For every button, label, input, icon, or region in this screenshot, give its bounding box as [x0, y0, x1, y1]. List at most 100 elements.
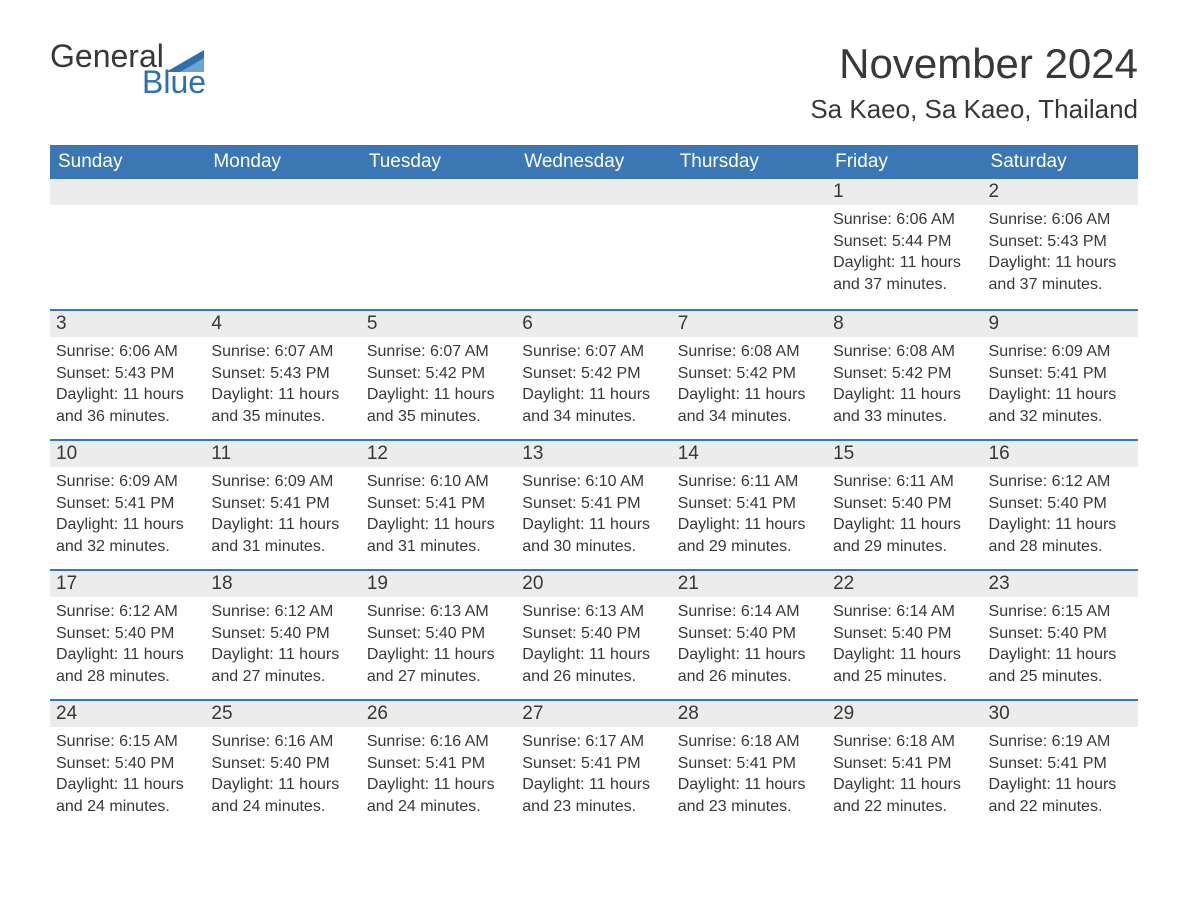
day-details: Sunrise: 6:12 AMSunset: 5:40 PMDaylight:… — [205, 597, 360, 691]
calendar-cell: 11Sunrise: 6:09 AMSunset: 5:41 PMDayligh… — [205, 439, 360, 569]
sunrise-text: Sunrise: 6:18 AM — [833, 731, 976, 753]
sunset-text: Sunset: 5:41 PM — [833, 753, 976, 775]
day-details: Sunrise: 6:08 AMSunset: 5:42 PMDaylight:… — [827, 337, 982, 431]
sunset-text: Sunset: 5:40 PM — [833, 623, 976, 645]
daylight-text: Daylight: 11 hours and 24 minutes. — [56, 774, 199, 817]
day-number: 26 — [361, 699, 516, 727]
daylight-text: Daylight: 11 hours and 26 minutes. — [678, 644, 821, 687]
sunset-text: Sunset: 5:41 PM — [678, 753, 821, 775]
weekday-header: Saturday — [983, 145, 1138, 179]
sunrise-text: Sunrise: 6:19 AM — [989, 731, 1132, 753]
calendar-cell: 13Sunrise: 6:10 AMSunset: 5:41 PMDayligh… — [516, 439, 671, 569]
calendar-cell — [672, 179, 827, 309]
sunrise-text: Sunrise: 6:11 AM — [678, 471, 821, 493]
sunrise-text: Sunrise: 6:14 AM — [833, 601, 976, 623]
sunrise-text: Sunrise: 6:13 AM — [522, 601, 665, 623]
sunrise-text: Sunrise: 6:11 AM — [833, 471, 976, 493]
sunset-text: Sunset: 5:41 PM — [367, 493, 510, 515]
calendar-cell: 10Sunrise: 6:09 AMSunset: 5:41 PMDayligh… — [50, 439, 205, 569]
sunrise-text: Sunrise: 6:17 AM — [522, 731, 665, 753]
page-header: General Blue November 2024 Sa Kaeo, Sa K… — [50, 40, 1138, 125]
calendar-cell: 12Sunrise: 6:10 AMSunset: 5:41 PMDayligh… — [361, 439, 516, 569]
sunset-text: Sunset: 5:41 PM — [211, 493, 354, 515]
sunset-text: Sunset: 5:41 PM — [367, 753, 510, 775]
daylight-text: Daylight: 11 hours and 22 minutes. — [833, 774, 976, 817]
day-details: Sunrise: 6:11 AMSunset: 5:40 PMDaylight:… — [827, 467, 982, 561]
day-details: Sunrise: 6:09 AMSunset: 5:41 PMDaylight:… — [205, 467, 360, 561]
sunset-text: Sunset: 5:40 PM — [211, 753, 354, 775]
daylight-text: Daylight: 11 hours and 35 minutes. — [367, 384, 510, 427]
day-details: Sunrise: 6:07 AMSunset: 5:42 PMDaylight:… — [516, 337, 671, 431]
logo-triangle-icon — [166, 50, 204, 72]
sunrise-text: Sunrise: 6:12 AM — [989, 471, 1132, 493]
sunset-text: Sunset: 5:41 PM — [522, 753, 665, 775]
day-number: 21 — [672, 569, 827, 597]
day-number: 19 — [361, 569, 516, 597]
calendar-cell: 26 Sunrise: 6:16 AMSunset: 5:41 PMDayligh… — [361, 699, 516, 829]
daylight-text: Daylight: 11 hours and 28 minutes. — [56, 644, 199, 687]
location-subtitle: Sa Kaeo, Sa Kaeo, Thailand — [810, 94, 1138, 125]
daylight-text: Daylight: 11 hours and 24 minutes. — [367, 774, 510, 817]
calendar-cell: 21 Sunrise: 6:14 AMSunset: 5:40 PMDayligh… — [672, 569, 827, 699]
day-details: Sunrise: 6:13 AMSunset: 5:40 PMDaylight:… — [516, 597, 671, 691]
calendar-cell: 23Sunrise: 6:15 AMSunset: 5:40 PMDayligh… — [983, 569, 1138, 699]
daylight-text: Daylight: 11 hours and 31 minutes. — [211, 514, 354, 557]
day-number: 2 — [983, 179, 1138, 205]
day-number: 20 — [516, 569, 671, 597]
sunset-text: Sunset: 5:40 PM — [56, 623, 199, 645]
daylight-text: Daylight: 11 hours and 23 minutes. — [678, 774, 821, 817]
sunset-text: Sunset: 5:44 PM — [833, 231, 976, 253]
day-number: 7 — [672, 309, 827, 337]
daylight-text: Daylight: 11 hours and 31 minutes. — [367, 514, 510, 557]
calendar-cell — [516, 179, 671, 309]
sunrise-text: Sunrise: 6:12 AM — [211, 601, 354, 623]
day-number: 24 — [50, 699, 205, 727]
day-number: 6 — [516, 309, 671, 337]
day-number: 23 — [983, 569, 1138, 597]
daylight-text: Daylight: 11 hours and 37 minutes. — [833, 252, 976, 295]
calendar-week-row: 1Sunrise: 6:06 AMSunset: 5:44 PMDaylight… — [50, 179, 1138, 309]
day-details: Sunrise: 6:06 AMSunset: 5:43 PMDaylight:… — [50, 337, 205, 431]
weekday-header: Wednesday — [516, 145, 671, 179]
month-title: November 2024 — [810, 40, 1138, 88]
day-number: 4 — [205, 309, 360, 337]
calendar-cell: 20Sunrise: 6:13 AMSunset: 5:40 PMDayligh… — [516, 569, 671, 699]
calendar-cell: 14Sunrise: 6:11 AMSunset: 5:41 PMDayligh… — [672, 439, 827, 569]
day-details: Sunrise: 6:17 AMSunset: 5:41 PMDaylight:… — [516, 727, 671, 821]
daylight-text: Daylight: 11 hours and 30 minutes. — [522, 514, 665, 557]
day-number: 13 — [516, 439, 671, 467]
calendar-cell: 5Sunrise: 6:07 AMSunset: 5:42 PMDaylight… — [361, 309, 516, 439]
day-details: Sunrise: 6:12 AMSunset: 5:40 PMDaylight:… — [983, 467, 1138, 561]
calendar-cell: 7Sunrise: 6:08 AMSunset: 5:42 PMDaylight… — [672, 309, 827, 439]
day-number: 29 — [827, 699, 982, 727]
daylight-text: Daylight: 11 hours and 26 minutes. — [522, 644, 665, 687]
day-details: Sunrise: 6:09 AMSunset: 5:41 PMDaylight:… — [50, 467, 205, 561]
calendar-cell — [361, 179, 516, 309]
day-details: Sunrise: 6:15 AMSunset: 5:40 PMDaylight:… — [50, 727, 205, 821]
sunrise-text: Sunrise: 6:07 AM — [211, 341, 354, 363]
calendar-cell: 19Sunrise: 6:13 AMSunset: 5:40 PMDayligh… — [361, 569, 516, 699]
daylight-text: Daylight: 11 hours and 32 minutes. — [56, 514, 199, 557]
day-details: Sunrise: 6:07 AMSunset: 5:42 PMDaylight:… — [361, 337, 516, 431]
calendar-cell: 9Sunrise: 6:09 AMSunset: 5:41 PMDaylight… — [983, 309, 1138, 439]
sunset-text: Sunset: 5:40 PM — [211, 623, 354, 645]
sunrise-text: Sunrise: 6:16 AM — [211, 731, 354, 753]
sunset-text: Sunset: 5:40 PM — [989, 493, 1132, 515]
sunrise-text: Sunrise: 6:16 AM — [367, 731, 510, 753]
day-number: 30 — [983, 699, 1138, 727]
sunset-text: Sunset: 5:40 PM — [678, 623, 821, 645]
day-number: 8 — [827, 309, 982, 337]
sunrise-text: Sunrise: 6:09 AM — [56, 471, 199, 493]
sunrise-text: Sunrise: 6:07 AM — [522, 341, 665, 363]
daylight-text: Daylight: 11 hours and 29 minutes. — [833, 514, 976, 557]
calendar-cell: 4Sunrise: 6:07 AMSunset: 5:43 PMDaylight… — [205, 309, 360, 439]
weekday-header: Friday — [827, 145, 982, 179]
calendar-cell: 17Sunrise: 6:12 AMSunset: 5:40 PMDayligh… — [50, 569, 205, 699]
sunrise-text: Sunrise: 6:14 AM — [678, 601, 821, 623]
day-details: Sunrise: 6:15 AMSunset: 5:40 PMDaylight:… — [983, 597, 1138, 691]
day-number — [205, 179, 360, 205]
day-details: Sunrise: 6:18 AMSunset: 5:41 PMDaylight:… — [827, 727, 982, 821]
day-number: 17 — [50, 569, 205, 597]
sunset-text: Sunset: 5:42 PM — [833, 363, 976, 385]
day-details — [672, 205, 827, 213]
